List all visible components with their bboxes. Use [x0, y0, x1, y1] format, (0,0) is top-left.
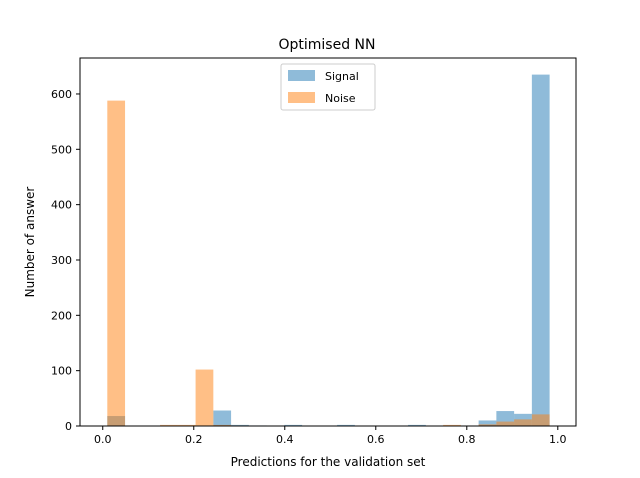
legend-swatch-signal	[288, 70, 315, 81]
bar-signal-2	[231, 424, 249, 426]
bar-noise-3	[195, 369, 214, 426]
bar-signal-5	[337, 424, 355, 426]
x-tick-label: 0.4	[276, 433, 294, 446]
x-axis: 0.0 0.2 0.4 0.6 0.8 1.0	[94, 426, 567, 446]
y-tick-label: 200	[51, 309, 72, 322]
x-axis-title: Predictions for the validation set	[231, 455, 426, 469]
y-axis: 0 100 200 300 400 500 600	[51, 88, 80, 433]
bar-noise-9	[514, 419, 532, 426]
y-tick-label: 500	[51, 143, 72, 156]
y-tick-label: 400	[51, 199, 72, 212]
legend-swatch-noise	[288, 92, 315, 103]
bar-signal-10	[531, 74, 550, 426]
bar-noise-10	[531, 414, 550, 426]
bar-signal-6	[408, 424, 426, 426]
bar-noise-2	[177, 424, 196, 426]
y-tick-label: 0	[65, 420, 72, 433]
bar-noise-8	[496, 421, 515, 426]
y-tick-label: 300	[51, 254, 72, 267]
x-tick-label: 1.0	[549, 433, 567, 446]
x-tick-label: 0.8	[458, 433, 476, 446]
x-tick-label: 0.6	[367, 433, 385, 446]
bar-noise-1	[160, 424, 178, 426]
plot-area-frame	[79, 57, 577, 427]
y-tick-label: 600	[51, 88, 72, 101]
bar-signal-7	[478, 420, 497, 426]
x-tick-label: 0.0	[94, 433, 112, 446]
legend-label-signal: Signal	[325, 70, 359, 83]
bars-layer	[107, 74, 550, 427]
x-tick-label: 0.2	[185, 433, 203, 446]
y-tick-label: 100	[51, 365, 72, 378]
legend-label-noise: Noise	[325, 92, 356, 105]
bar-noise-7	[478, 424, 497, 426]
y-axis-title: Number of answer	[23, 187, 37, 298]
bar-noise-6	[443, 424, 461, 426]
bar-noise-4	[213, 424, 232, 426]
chart-title: Optimised NN	[278, 37, 375, 53]
bar-signal-4	[284, 424, 303, 426]
bar-signal-1	[213, 410, 232, 426]
bar-noise-0	[107, 100, 126, 427]
legend: Signal Noise	[280, 63, 376, 111]
